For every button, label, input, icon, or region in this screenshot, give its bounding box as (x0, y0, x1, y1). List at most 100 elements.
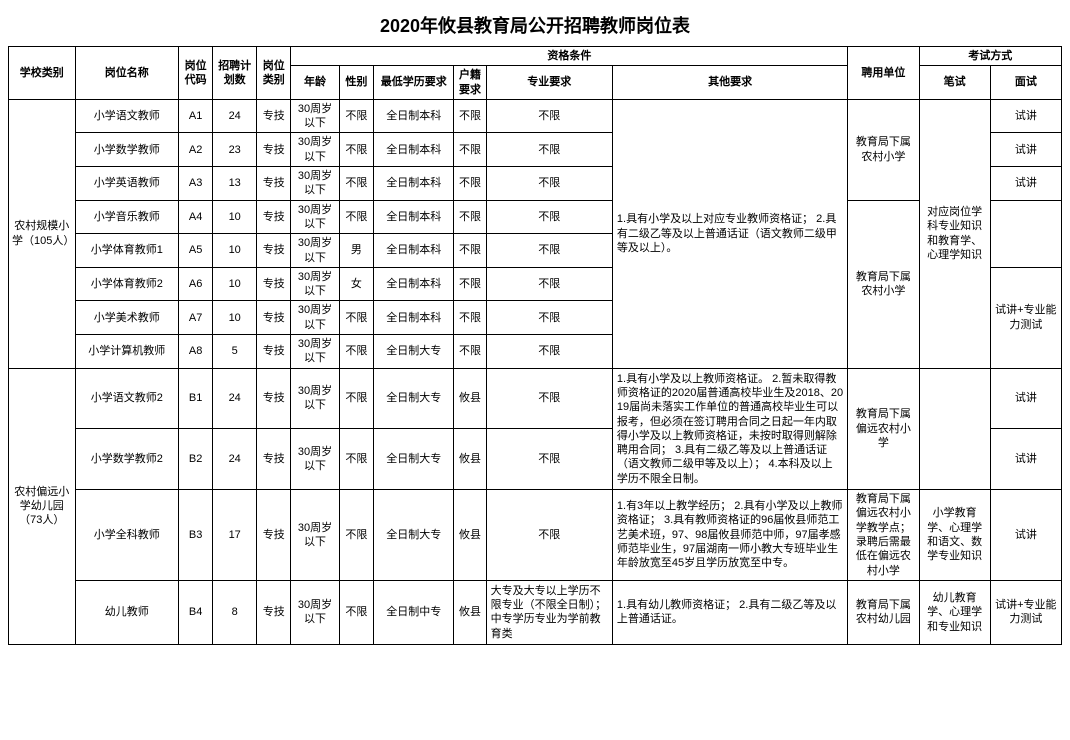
th-other: 其他要求 (612, 66, 847, 100)
cell-code: A6 (178, 267, 212, 301)
th-school: 学校类别 (9, 47, 76, 100)
cell-other: 1.具有幼儿教师资格证； 2.具有二级乙等及以上普通话证。 (612, 580, 847, 644)
cell-position: 小学计算机教师 (75, 335, 178, 369)
cell-ptype: 专技 (257, 429, 291, 490)
cell-plan: 10 (213, 200, 257, 234)
th-interview: 面试 (990, 66, 1061, 100)
th-position: 岗位名称 (75, 47, 178, 100)
cell-plan: 10 (213, 267, 257, 301)
cell-ptype: 专技 (257, 368, 291, 429)
cell-huji: 不限 (454, 335, 486, 369)
cell-edu: 全日制本科 (374, 267, 454, 301)
cell-employer: 教育局下属农村小学 (848, 200, 919, 368)
header-row-1: 学校类别 岗位名称 岗位代码 招聘计划数 岗位类别 资格条件 聘用单位 考试方式 (9, 47, 1062, 66)
cell-written (919, 368, 990, 489)
cell-other: 1.有3年以上教学经历； 2.具有小学及以上教师资格证； 3.具有教师资格证的9… (612, 490, 847, 581)
cell-code: A3 (178, 167, 212, 201)
cell-major: 不限 (486, 368, 612, 429)
cell-employer: 教育局下属农村小学 (848, 99, 919, 200)
cell-ptype: 专技 (257, 167, 291, 201)
cell-interview: 试讲 (990, 368, 1061, 429)
table-row: 农村偏远小学幼儿园（73人） 小学语文教师2 B1 24 专技 30周岁以下 不… (9, 368, 1062, 429)
cell-edu: 全日制本科 (374, 167, 454, 201)
cell-position: 小学数学教师2 (75, 429, 178, 490)
cell-edu: 全日制本科 (374, 301, 454, 335)
cell-interview (990, 200, 1061, 267)
cell-huji: 攸县 (454, 368, 486, 429)
th-edu: 最低学历要求 (374, 66, 454, 100)
cell-position: 小学语文教师 (75, 99, 178, 133)
cell-code: A2 (178, 133, 212, 167)
cell-interview: 试讲 (990, 133, 1061, 167)
cell-major: 不限 (486, 99, 612, 133)
cell-age: 30周岁以下 (291, 580, 339, 644)
cell-age: 30周岁以下 (291, 429, 339, 490)
cell-age: 30周岁以下 (291, 167, 339, 201)
cell-huji: 不限 (454, 133, 486, 167)
th-code: 岗位代码 (178, 47, 212, 100)
cell-edu: 全日制本科 (374, 234, 454, 268)
cell-plan: 13 (213, 167, 257, 201)
table-row: 农村规模小学（105人） 小学语文教师 A1 24 专技 30周岁以下 不限 全… (9, 99, 1062, 133)
cell-position: 小学体育教师2 (75, 267, 178, 301)
cell-gender: 女 (339, 267, 373, 301)
table-row: 幼儿教师 B4 8 专技 30周岁以下 不限 全日制中专 攸县 大专及大专以上学… (9, 580, 1062, 644)
cell-major: 大专及大专以上学历不限专业（不限全日制）；中专学历专业为学前教育类 (486, 580, 612, 644)
cell-plan: 10 (213, 301, 257, 335)
cell-interview: 试讲+专业能力测试 (990, 580, 1061, 644)
cell-gender: 不限 (339, 580, 373, 644)
cell-edu: 全日制大专 (374, 335, 454, 369)
cell-code: A8 (178, 335, 212, 369)
cell-code: A5 (178, 234, 212, 268)
cell-position: 小学全科教师 (75, 490, 178, 581)
cell-ptype: 专技 (257, 234, 291, 268)
cell-edu: 全日制本科 (374, 133, 454, 167)
cell-age: 30周岁以下 (291, 490, 339, 581)
cell-major: 不限 (486, 133, 612, 167)
cell-edu: 全日制中专 (374, 580, 454, 644)
cell-age: 30周岁以下 (291, 335, 339, 369)
cell-gender: 不限 (339, 200, 373, 234)
cell-position: 小学美术教师 (75, 301, 178, 335)
cell-major: 不限 (486, 200, 612, 234)
cell-plan: 24 (213, 368, 257, 429)
cell-ptype: 专技 (257, 267, 291, 301)
cell-plan: 24 (213, 99, 257, 133)
cell-edu: 全日制本科 (374, 200, 454, 234)
cell-code: B1 (178, 368, 212, 429)
cell-other: 1.具有小学及以上对应专业教师资格证； 2.具有二级乙等及以上普通话证（语文教师… (612, 99, 847, 368)
positions-table: 学校类别 岗位名称 岗位代码 招聘计划数 岗位类别 资格条件 聘用单位 考试方式… (8, 46, 1062, 645)
cell-ptype: 专技 (257, 301, 291, 335)
cell-ptype: 专技 (257, 99, 291, 133)
cell-age: 30周岁以下 (291, 133, 339, 167)
cell-code: A4 (178, 200, 212, 234)
cell-written: 小学教育学、心理学和语文、数学专业知识 (919, 490, 990, 581)
cell-edu: 全日制本科 (374, 99, 454, 133)
cell-gender: 不限 (339, 368, 373, 429)
cell-huji: 不限 (454, 200, 486, 234)
cell-huji: 不限 (454, 167, 486, 201)
cell-code: B3 (178, 490, 212, 581)
cell-age: 30周岁以下 (291, 368, 339, 429)
th-gender: 性别 (339, 66, 373, 100)
cell-major: 不限 (486, 234, 612, 268)
cell-huji: 攸县 (454, 580, 486, 644)
cell-huji: 不限 (454, 99, 486, 133)
cell-age: 30周岁以下 (291, 301, 339, 335)
cell-employer: 教育局下属农村幼儿园 (848, 580, 919, 644)
cell-plan: 10 (213, 234, 257, 268)
cell-huji: 不限 (454, 267, 486, 301)
cell-major: 不限 (486, 335, 612, 369)
cell-plan: 8 (213, 580, 257, 644)
cell-major: 不限 (486, 490, 612, 581)
cell-school: 农村规模小学（105人） (9, 99, 76, 368)
cell-major: 不限 (486, 167, 612, 201)
cell-position: 小学语文教师2 (75, 368, 178, 429)
cell-position: 小学音乐教师 (75, 200, 178, 234)
cell-plan: 5 (213, 335, 257, 369)
cell-written: 幼儿教育学、心理学和专业知识 (919, 580, 990, 644)
cell-gender: 不限 (339, 167, 373, 201)
cell-position: 幼儿教师 (75, 580, 178, 644)
th-qual-group: 资格条件 (291, 47, 848, 66)
cell-gender: 不限 (339, 335, 373, 369)
